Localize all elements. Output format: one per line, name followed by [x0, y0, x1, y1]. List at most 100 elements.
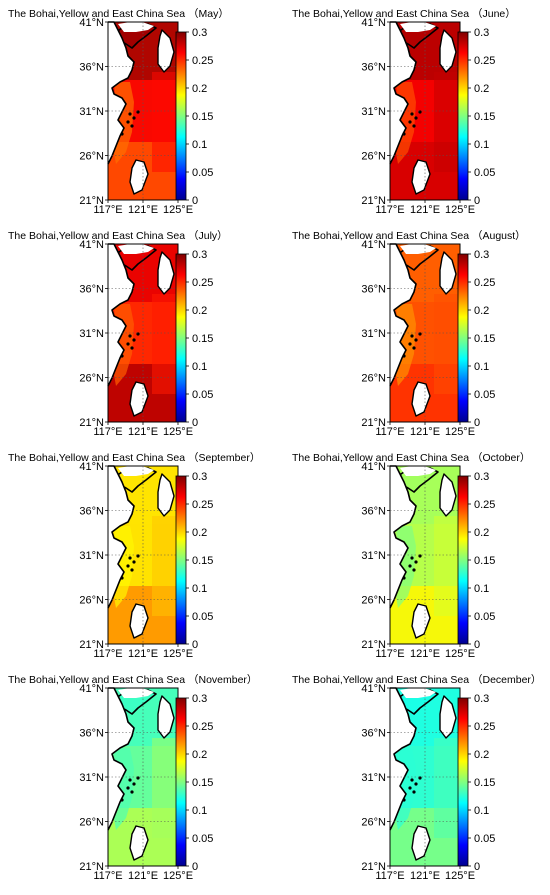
- island-mark: [130, 790, 134, 794]
- map-panel: The Bohai,Yellow and East China Sea （Jul…: [8, 230, 228, 438]
- colorbar-tick-label: 0.2: [474, 527, 489, 539]
- island-mark: [414, 338, 418, 342]
- east-zone: [434, 738, 460, 838]
- colorbar-tick-label: 0.05: [474, 167, 495, 179]
- colorbar-tick-label: 0: [192, 639, 198, 651]
- east-zone: [152, 738, 178, 838]
- lon-tick-label: 117°E: [375, 870, 404, 882]
- lat-tick-label: 21°N: [79, 861, 104, 873]
- panel-title: The Bohai,Yellow and East China Sea （Jun…: [292, 8, 516, 20]
- east-zone: [434, 72, 460, 172]
- colorbar-tick-label: 0.25: [192, 499, 213, 511]
- lat-tick-label: 21°N: [79, 417, 104, 429]
- island-mark: [120, 576, 124, 580]
- korea-peninsula: [157, 251, 175, 295]
- island-mark: [126, 564, 130, 568]
- lat-tick-label: 26°N: [361, 817, 386, 829]
- colorbar-tick-label: 0.2: [192, 527, 207, 539]
- lat-tick-label: 31°N: [79, 106, 104, 118]
- lat-tick-label: 41°N: [361, 239, 386, 251]
- island-mark: [410, 334, 414, 338]
- colorbar: [457, 697, 469, 867]
- colorbar-tick-label: 0.15: [192, 555, 213, 567]
- east-zone: [152, 72, 178, 172]
- lat-tick-label: 21°N: [361, 417, 386, 429]
- lat-tick-label: 26°N: [79, 373, 104, 385]
- island-mark: [414, 116, 418, 120]
- mainland: [108, 688, 134, 866]
- colorbar-tick-label: 0.25: [192, 55, 213, 67]
- lat-tick-label: 26°N: [361, 595, 386, 607]
- colorbar-tick-label: 0.15: [192, 111, 213, 123]
- colorbar-tick-label: 0.25: [474, 55, 495, 67]
- island-mark: [130, 124, 134, 128]
- lon-tick-label: 121°E: [410, 870, 440, 882]
- map-panel: The Bohai,Yellow and East China Sea （Oct…: [292, 452, 530, 660]
- mainland: [108, 22, 134, 200]
- map-panel: The Bohai,Yellow and East China Sea （Nov…: [8, 674, 257, 882]
- east-zone: [434, 294, 460, 394]
- lon-tick-label: 125°E: [163, 870, 193, 882]
- korea-peninsula: [157, 473, 175, 517]
- island-mark: [410, 112, 414, 116]
- taiwan-island: [129, 603, 149, 639]
- lon-tick-label: 125°E: [163, 648, 193, 660]
- colorbar-tick-label: 0.15: [474, 555, 495, 567]
- lat-tick-label: 36°N: [79, 728, 104, 740]
- island-mark: [408, 342, 412, 346]
- colorbar-tick-label: 0.1: [192, 805, 207, 817]
- lon-tick-label: 117°E: [93, 870, 122, 882]
- liaodong-land: [400, 466, 436, 476]
- korea-peninsula: [439, 695, 457, 739]
- colorbar-tick-label: 0.15: [192, 777, 213, 789]
- colorbar-tick-label: 0.1: [474, 583, 489, 595]
- island-mark: [120, 798, 124, 802]
- island-mark: [128, 778, 132, 782]
- liaodong-land: [400, 688, 436, 698]
- east-zone: [434, 516, 460, 616]
- colorbar-tick-label: 0.05: [192, 389, 213, 401]
- colorbar-tick-label: 0.15: [474, 111, 495, 123]
- island-mark: [414, 782, 418, 786]
- liaodong-land: [400, 244, 436, 254]
- colorbar-tick-label: 0.15: [474, 333, 495, 345]
- lat-tick-label: 31°N: [79, 550, 104, 562]
- colorbar: [175, 253, 187, 423]
- colorbar-tick-label: 0.25: [474, 499, 495, 511]
- panel-title: The Bohai,Yellow and East China Sea （Jul…: [8, 230, 228, 242]
- lat-tick-label: 41°N: [79, 683, 104, 695]
- map-panel: The Bohai,Yellow and East China Sea （May…: [8, 8, 229, 216]
- east-zone: [152, 516, 178, 616]
- island-mark: [414, 560, 418, 564]
- taiwan-island: [411, 159, 431, 195]
- mainland: [390, 688, 416, 866]
- colorbar-tick-label: 0.2: [192, 749, 207, 761]
- lon-tick-label: 117°E: [93, 426, 122, 438]
- korea-peninsula: [439, 29, 457, 73]
- lat-tick-label: 31°N: [361, 106, 386, 118]
- colorbar-tick-label: 0: [474, 417, 480, 429]
- colorbar-tick-label: 0: [192, 861, 198, 873]
- island-mark: [402, 354, 406, 358]
- colorbar-tick-label: 0.1: [474, 139, 489, 151]
- colorbar-tick-label: 0.05: [192, 833, 213, 845]
- lon-tick-label: 121°E: [410, 648, 440, 660]
- panel-title: The Bohai,Yellow and East China Sea （Nov…: [8, 674, 257, 686]
- island-mark: [402, 576, 406, 580]
- colorbar-tick-label: 0: [474, 861, 480, 873]
- taiwan-island: [411, 603, 431, 639]
- island-mark: [412, 124, 416, 128]
- lon-tick-label: 121°E: [410, 426, 440, 438]
- liaodong-land: [118, 22, 154, 32]
- lat-tick-label: 36°N: [361, 506, 386, 518]
- colorbar-tick-label: 0.3: [474, 693, 489, 705]
- colorbar-tick-label: 0: [474, 195, 480, 207]
- lat-tick-label: 26°N: [79, 595, 104, 607]
- lat-tick-label: 31°N: [361, 772, 386, 784]
- lat-tick-label: 36°N: [361, 62, 386, 74]
- colorbar-tick-label: 0.2: [474, 305, 489, 317]
- panel-title: The Bohai,Yellow and East China Sea （Sep…: [8, 452, 260, 464]
- lat-tick-label: 41°N: [361, 461, 386, 473]
- korea-peninsula: [157, 695, 175, 739]
